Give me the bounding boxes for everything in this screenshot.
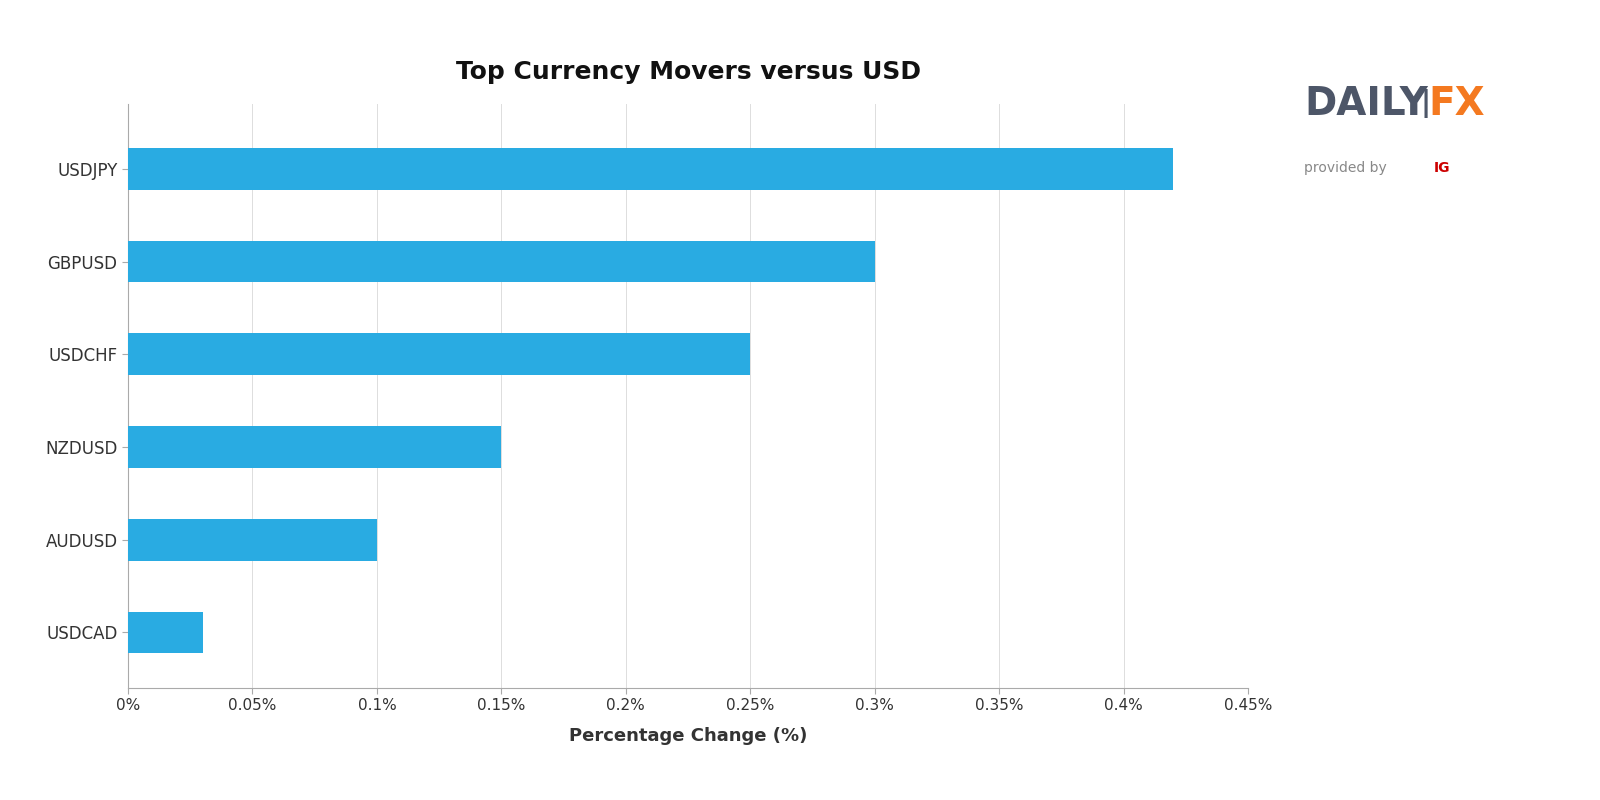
Bar bbox=[128, 426, 501, 468]
Bar bbox=[128, 148, 1173, 190]
X-axis label: Percentage Change (%): Percentage Change (%) bbox=[570, 727, 806, 746]
Text: provided by: provided by bbox=[1304, 161, 1390, 175]
Text: FX: FX bbox=[1429, 85, 1485, 123]
Text: IG: IG bbox=[1434, 161, 1450, 175]
Bar bbox=[128, 241, 875, 282]
Bar bbox=[128, 519, 378, 561]
Text: DAILY: DAILY bbox=[1304, 85, 1427, 123]
Bar bbox=[128, 334, 750, 375]
Bar bbox=[128, 611, 203, 654]
Title: Top Currency Movers versus USD: Top Currency Movers versus USD bbox=[456, 60, 920, 84]
Text: |: | bbox=[1421, 90, 1430, 118]
